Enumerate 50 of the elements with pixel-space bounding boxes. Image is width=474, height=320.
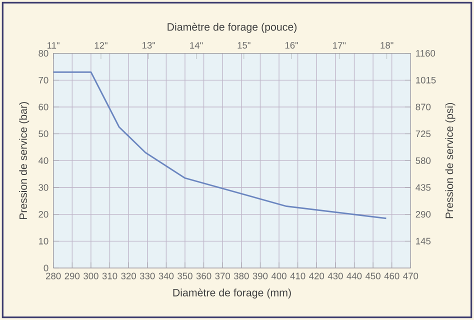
y2-tick-label: 725 (416, 130, 431, 138)
y-tick-label: 30 (38, 184, 48, 191)
x-tick-label: 330 (140, 272, 155, 280)
x-tick-label: 460 (384, 272, 400, 280)
x-tick-label: 450 (365, 272, 380, 280)
x-tick-label: 370 (215, 272, 230, 280)
x-tick-label: 380 (234, 272, 249, 280)
x-tick-label: 340 (158, 272, 174, 280)
x-tick-label: 300 (84, 272, 98, 280)
y2-tick-label: 1160 (416, 50, 436, 57)
x2-axis-title: Diamètre de forage (pouce) (168, 22, 297, 33)
y-axis-title: Pression de service (bar) (19, 102, 30, 220)
x2-tick-label: 14" (190, 42, 203, 49)
y2-tick-label: 580 (416, 157, 431, 164)
y-tick-label: 70 (38, 76, 48, 84)
x-tick-label: 320 (121, 272, 136, 280)
x2-tick-label: 16" (285, 42, 298, 49)
y-tick-label: 40 (38, 157, 48, 164)
y-tick-label: 10 (38, 238, 48, 244)
y2-tick-label: 870 (416, 104, 431, 110)
y-tick-label: 20 (38, 211, 48, 218)
y2-tick-label: 290 (416, 211, 431, 218)
x-tick-label: 410 (290, 272, 306, 280)
x2-tick-label: 18" (380, 42, 394, 49)
y2-tick-label: 145 (416, 238, 431, 244)
x-axis-title: Diamètre de forage (mm) (173, 288, 291, 299)
x-tick-label: 400 (271, 272, 286, 280)
x-tick-label: 430 (328, 272, 343, 280)
x2-tick-label: 13" (142, 42, 156, 49)
x2-tick-label: 15" (238, 42, 250, 49)
y2-axis-title: Pression de service (psi) (445, 102, 456, 218)
y2-tick-label: 435 (416, 184, 431, 191)
x2-tick-label: 17" (333, 42, 346, 49)
x-tick-label: 360 (196, 272, 212, 280)
y-tick-label: 50 (38, 130, 48, 138)
x-tick-label: 470 (403, 272, 418, 280)
y-tick-label: 80 (38, 50, 48, 57)
x-tick-label: 390 (252, 272, 268, 280)
x-tick-label: 280 (46, 272, 61, 280)
y-tick-label: 60 (38, 104, 48, 110)
x2-tick-label: 12" (94, 42, 108, 49)
x-tick-label: 290 (64, 272, 80, 280)
line-series (53, 71, 387, 220)
y-tick-label: 0 (44, 264, 48, 272)
y2-tick-label: 1015 (416, 76, 436, 84)
x-tick-label: 350 (178, 272, 192, 280)
x2-tick-label: 11" (48, 42, 60, 49)
x-tick-label: 310 (102, 272, 118, 280)
x-tick-label: 440 (346, 272, 362, 280)
x-tick-label: 420 (309, 272, 324, 280)
